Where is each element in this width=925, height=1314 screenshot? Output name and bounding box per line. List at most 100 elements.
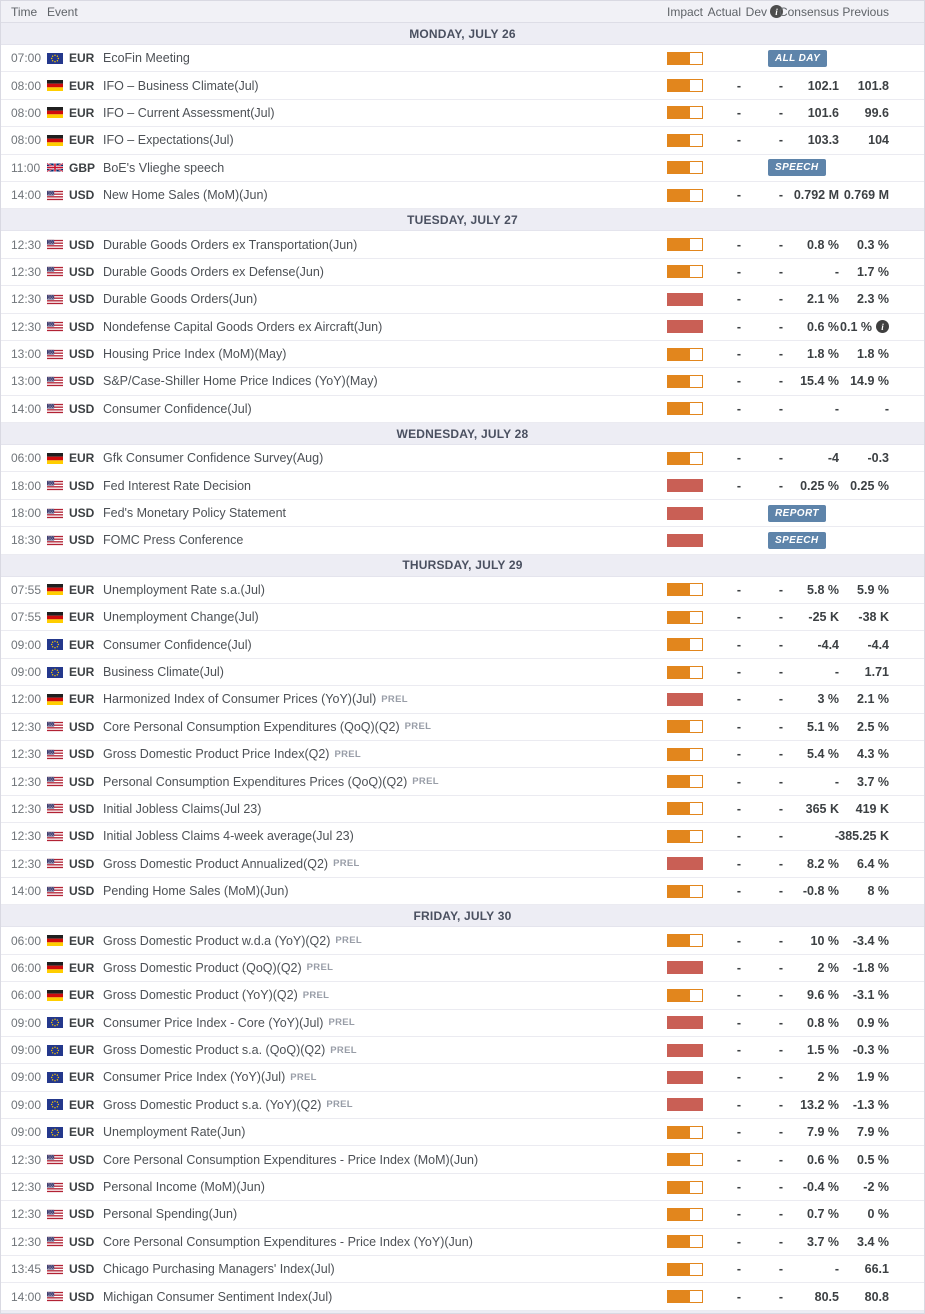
- impact-bar-icon: [667, 857, 703, 871]
- consensus-value: -: [834, 1262, 839, 1277]
- event-row[interactable]: 07:55 EUR Unemployment Change(Jul) - - -…: [1, 604, 924, 632]
- event-time: 09:00: [11, 1125, 42, 1140]
- impact-indicator: [667, 1235, 703, 1249]
- event-row[interactable]: 09:00 EUR Consumer Confidence(Jul) - - -…: [1, 631, 924, 659]
- event-row[interactable]: 08:00 EUR IFO – Business Climate(Jul) - …: [1, 72, 924, 100]
- previous-value: 101.8 i: [841, 79, 889, 93]
- flag-eu-icon: [47, 52, 69, 64]
- impact-indicator: [667, 79, 703, 93]
- event-row[interactable]: 12:30 USD Initial Jobless Claims(Jul 23)…: [1, 795, 924, 824]
- event-row[interactable]: 12:30 USD Durable Goods Orders ex Defens…: [1, 258, 924, 287]
- actual-value: -: [736, 78, 741, 93]
- event-row[interactable]: 18:30 USD FOMC Press Conference i SPEECH: [1, 527, 924, 555]
- event-row[interactable]: 12:30 USD Durable Goods Orders(Jun) - - …: [1, 286, 924, 314]
- event-row[interactable]: 13:00 USD Housing Price Index (MoM)(May)…: [1, 340, 924, 369]
- impact-bar-icon: [667, 347, 703, 361]
- event-row[interactable]: 11:00 GBP BoE's Vlieghe speech i SPEECH: [1, 154, 924, 182]
- event-name: Durable Goods Orders(Jun): [103, 292, 667, 306]
- currency-code: EUR: [69, 933, 95, 948]
- flag-us-icon: [47, 1154, 69, 1165]
- currency-code: EUR: [69, 610, 95, 625]
- event-row[interactable]: 14:00 USD New Home Sales (MoM)(Jun) - - …: [1, 181, 924, 210]
- event-time: 12:30: [11, 801, 42, 816]
- event-badge-wrap: SPEECH: [703, 159, 889, 177]
- event-name: Gross Domestic Product (YoY)(Q2) PREL: [103, 988, 667, 1002]
- dev-info-icon[interactable]: i: [770, 5, 783, 18]
- event-name-text: IFO – Current Assessment(Jul): [103, 105, 275, 120]
- currency-code: EUR: [69, 451, 95, 466]
- event-row[interactable]: 12:30 USD Gross Domestic Product Annuali…: [1, 850, 924, 878]
- consensus-value: 15.4 %: [800, 374, 839, 389]
- previous-value-text: 8 %: [867, 884, 889, 899]
- actual-value: -: [736, 1043, 741, 1058]
- event-time: 12:30: [11, 1207, 42, 1222]
- event-prel-tag: PREL: [404, 721, 432, 733]
- event-row[interactable]: 09:00 EUR Consumer Price Index - Core (Y…: [1, 1009, 924, 1037]
- currency-code: GBP: [69, 160, 96, 175]
- event-row[interactable]: 06:00 EUR Gfk Consumer Confidence Survey…: [1, 445, 924, 473]
- event-row[interactable]: 07:55 EUR Unemployment Rate s.a.(Jul) - …: [1, 576, 924, 605]
- event-row[interactable]: 09:00 EUR Gross Domestic Product s.a. (Y…: [1, 1091, 924, 1120]
- previous-value: 5.9 % i: [841, 583, 889, 597]
- consensus-value: -: [834, 401, 839, 416]
- event-row[interactable]: 12:30 USD Personal Consumption Expenditu…: [1, 768, 924, 796]
- deviation-value: -: [778, 1125, 783, 1140]
- event-row[interactable]: 06:00 EUR Gross Domestic Product w.d.a (…: [1, 927, 924, 955]
- event-time: 12:30: [11, 829, 42, 844]
- impact-indicator: [667, 292, 703, 306]
- event-row[interactable]: 12:30 USD Core Personal Consumption Expe…: [1, 1146, 924, 1174]
- event-name: Unemployment Rate s.a.(Jul): [103, 583, 667, 597]
- event-row[interactable]: 14:00 USD Pending Home Sales (MoM)(Jun) …: [1, 877, 924, 906]
- event-name-text: Consumer Price Index - Core (YoY)(Jul): [103, 1015, 324, 1030]
- event-name: Unemployment Change(Jul): [103, 610, 667, 624]
- actual-value: -: [736, 856, 741, 871]
- event-name-text: Gross Domestic Product (QoQ)(Q2): [103, 960, 302, 975]
- impact-indicator: [667, 1290, 703, 1304]
- event-row[interactable]: 06:00 EUR Gross Domestic Product (QoQ)(Q…: [1, 954, 924, 983]
- event-row[interactable]: 08:00 EUR IFO – Expectations(Jul) - - 10…: [1, 127, 924, 155]
- event-row[interactable]: 07:00 EUR EcoFin Meeting i ALL DAY: [1, 45, 924, 73]
- event-row[interactable]: 12:30 USD Gross Domestic Product Price I…: [1, 740, 924, 769]
- deviation-value: -: [778, 133, 783, 148]
- event-time: 12:00: [11, 692, 42, 707]
- event-row[interactable]: 09:00 EUR Gross Domestic Product s.a. (Q…: [1, 1036, 924, 1065]
- event-row[interactable]: 12:30 USD Core Personal Consumption Expe…: [1, 713, 924, 741]
- event-row[interactable]: 09:00 EUR Business Climate(Jul) - - - 1.…: [1, 658, 924, 687]
- previous-value: 385.25 K i: [838, 829, 889, 843]
- currency-code: USD: [69, 1262, 95, 1277]
- event-row[interactable]: 18:00 USD Fed Interest Rate Decision - -…: [1, 472, 924, 500]
- actual-value: -: [736, 1125, 741, 1140]
- event-row[interactable]: 14:00 USD Consumer Confidence(Jul) - - -…: [1, 395, 924, 424]
- event-row[interactable]: 12:00 EUR Harmonized Index of Consumer P…: [1, 686, 924, 714]
- event-time: 12:30: [11, 1180, 42, 1195]
- impact-bar-icon: [667, 1180, 703, 1194]
- previous-value: 66.1 i: [841, 1262, 889, 1276]
- event-row[interactable]: 12:30 USD Personal Spending(Jun) - - 0.7…: [1, 1201, 924, 1229]
- impact-indicator: [667, 884, 703, 898]
- column-header-dev: Dev i: [745, 5, 785, 19]
- event-row[interactable]: 06:00 EUR Gross Domestic Product (YoY)(Q…: [1, 982, 924, 1010]
- event-row[interactable]: 09:00 EUR Unemployment Rate(Jun) - - 7.9…: [1, 1119, 924, 1147]
- previous-info-icon[interactable]: i: [876, 320, 889, 334]
- event-row[interactable]: 08:00 EUR IFO – Current Assessment(Jul) …: [1, 99, 924, 128]
- event-name: IFO – Business Climate(Jul): [103, 79, 667, 93]
- event-row[interactable]: 09:00 EUR Consumer Price Index (YoY)(Jul…: [1, 1064, 924, 1092]
- event-row[interactable]: 18:00 USD Fed's Monetary Policy Statemen…: [1, 499, 924, 528]
- event-row[interactable]: 12:30 USD Nondefense Capital Goods Order…: [1, 313, 924, 341]
- event-row[interactable]: 13:00 USD S&P/Case-Shiller Home Price In…: [1, 368, 924, 396]
- event-row[interactable]: 12:30 USD Durable Goods Orders ex Transp…: [1, 231, 924, 259]
- previous-value-text: 0.5 %: [857, 1152, 889, 1167]
- event-row[interactable]: 12:30 USD Core Personal Consumption Expe…: [1, 1228, 924, 1257]
- event-name-text: S&P/Case-Shiller Home Price Indices (YoY…: [103, 374, 378, 389]
- event-time: 08:00: [11, 133, 42, 148]
- event-row[interactable]: 12:30 USD Initial Jobless Claims 4-week …: [1, 823, 924, 851]
- previous-value-text: -1.3 %: [852, 1097, 889, 1112]
- event-row[interactable]: 13:45 USD Chicago Purchasing Managers' I…: [1, 1256, 924, 1284]
- flag-us-icon: [47, 831, 69, 842]
- event-row[interactable]: 14:00 USD Michigan Consumer Sentiment In…: [1, 1283, 924, 1311]
- consensus-value: 3.7 %: [807, 1234, 839, 1249]
- flag-us-icon: [47, 239, 69, 250]
- currency-code: USD: [69, 884, 95, 899]
- impact-bar-icon: [667, 506, 703, 520]
- event-row[interactable]: 12:30 USD Personal Income (MoM)(Jun) - -…: [1, 1173, 924, 1202]
